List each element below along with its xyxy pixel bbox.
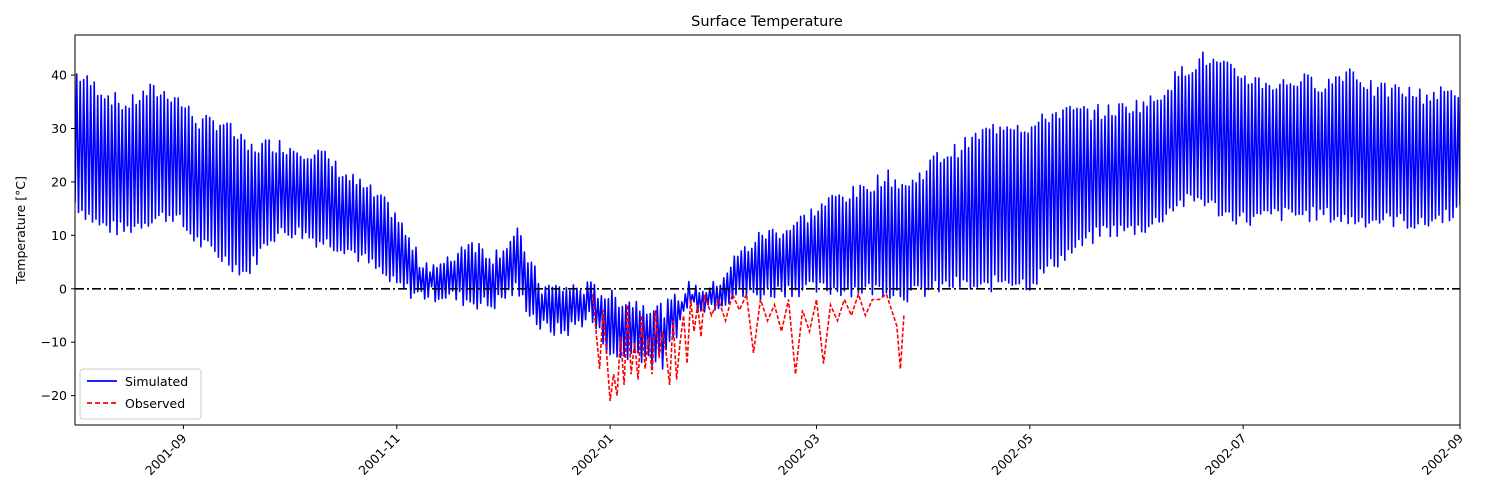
y-tick-label: −10 xyxy=(41,335,67,350)
y-tick-label: 20 xyxy=(51,174,67,189)
y-tick-label: 30 xyxy=(51,121,67,136)
chart-title: Surface Temperature xyxy=(691,14,843,30)
series-observed-line xyxy=(591,291,905,402)
legend-observed-label: Observed xyxy=(125,396,185,411)
plot-frame xyxy=(74,34,1461,426)
plot-area xyxy=(75,51,1460,402)
y-axis-label: Temperature [°C] xyxy=(13,176,28,285)
y-axis: −20 −10 0 10 20 30 40 xyxy=(41,68,75,403)
y-tick-label: 40 xyxy=(51,68,67,83)
y-tick-label: −20 xyxy=(41,388,67,403)
legend-simulated-label: Simulated xyxy=(125,374,188,389)
legend: Simulated Observed xyxy=(79,368,202,420)
series-simulated-line xyxy=(75,51,1460,370)
y-tick-label: 0 xyxy=(59,281,67,296)
y-tick-label: 10 xyxy=(51,228,67,243)
